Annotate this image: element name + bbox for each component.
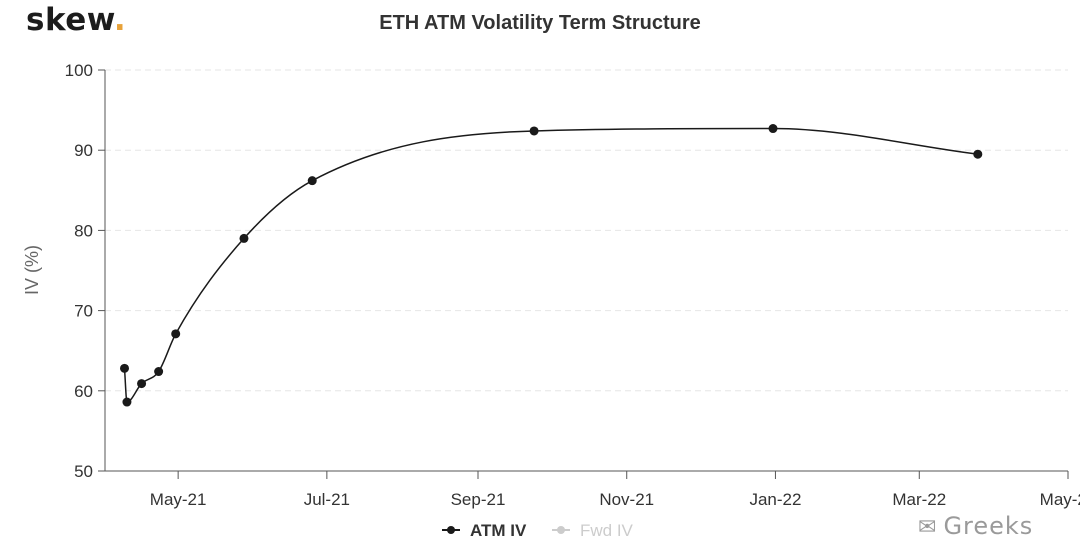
legend-label-0: ATM IV <box>470 521 527 540</box>
series-layer <box>120 124 983 407</box>
legend-marker-0 <box>447 526 455 534</box>
skew-logo: skew. <box>26 2 126 38</box>
chart-title: ETH ATM Volatility Term Structure <box>379 12 701 34</box>
data-point-0-8 <box>768 124 778 134</box>
legend-label-1: Fwd IV <box>580 521 634 540</box>
data-point-0-2 <box>137 379 147 389</box>
y-tick-label-90: 90 <box>74 141 93 160</box>
x-tick-label-4: Jan-22 <box>749 490 801 509</box>
x-tick-label-1: Jul-21 <box>304 490 350 509</box>
x-tick-label-3: Nov-21 <box>599 490 654 509</box>
data-point-0-5 <box>239 233 249 243</box>
legend: ATM IV Fwd IV <box>442 521 634 540</box>
watermark-text: Greeks <box>943 512 1034 540</box>
data-point-0-3 <box>154 367 164 377</box>
y-tick-label-100: 100 <box>65 61 93 80</box>
data-point-0-7 <box>529 126 539 136</box>
x-tick-label-6: May-22 <box>1040 490 1080 509</box>
data-point-0-4 <box>171 329 181 339</box>
wechat-icon: ✉ <box>918 515 938 540</box>
logo-dot: . <box>113 2 127 38</box>
data-point-0-0 <box>120 363 130 373</box>
y-axis-label: IV (%) <box>22 245 42 295</box>
y-tick-label-70: 70 <box>74 302 93 321</box>
y-tick-label-50: 50 <box>74 462 93 481</box>
logo-text: skew <box>26 2 114 38</box>
data-point-0-9 <box>973 149 983 159</box>
data-point-0-6 <box>307 176 317 186</box>
watermark: ✉ Greeks <box>918 512 1033 540</box>
y-tick-label-80: 80 <box>74 221 93 240</box>
x-tick-label-5: Mar-22 <box>892 490 946 509</box>
legend-marker-1 <box>557 526 565 534</box>
y-tick-label-60: 60 <box>74 382 93 401</box>
series-line-atm-iv <box>123 127 978 403</box>
axes: 50 60 70 80 90 100 May-21 Jul-21 Sep-21 Nov-21 Jan… <box>65 61 1080 509</box>
grid-lines <box>105 69 1068 392</box>
x-tick-label-2: Sep-21 <box>451 490 506 509</box>
x-tick-label-0: May-21 <box>150 490 207 509</box>
data-point-0-1 <box>122 397 132 407</box>
